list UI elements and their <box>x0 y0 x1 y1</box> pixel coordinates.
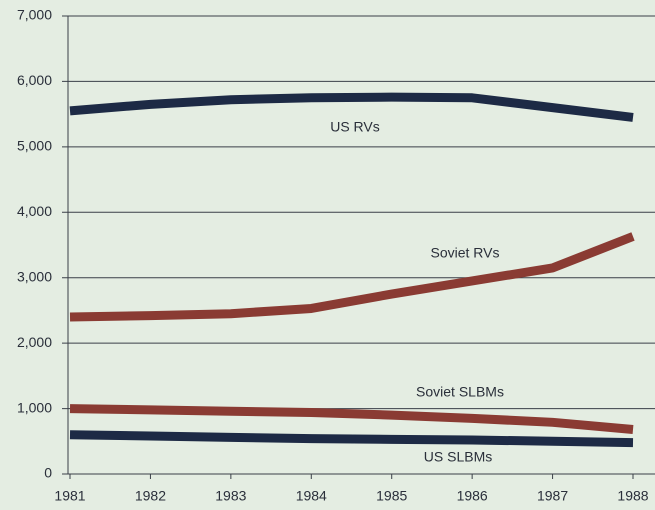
x-tick-label: 1983 <box>215 488 246 504</box>
x-tick-label: 1981 <box>54 488 85 504</box>
y-tick-label: 5,000 <box>17 138 52 154</box>
y-tick-label: 0 <box>44 465 52 481</box>
y-tick-label: 6,000 <box>17 72 52 88</box>
series-label: US RVs <box>330 119 380 135</box>
series-line <box>69 92 634 122</box>
y-tick-label: 2,000 <box>17 334 52 350</box>
y-tick-label: 1,000 <box>17 399 52 415</box>
series-label: Soviet RVs <box>431 245 500 261</box>
series-label: Soviet SLBMs <box>416 384 504 400</box>
x-tick-label: 1988 <box>617 488 648 504</box>
y-tick-label: 7,000 <box>17 7 52 23</box>
x-tick-label: 1985 <box>376 488 407 504</box>
series-line <box>69 404 634 434</box>
x-tick-label: 1984 <box>296 488 327 504</box>
x-tick-label: 1982 <box>135 488 166 504</box>
x-tick-label: 1987 <box>537 488 568 504</box>
x-tick-label: 1986 <box>457 488 488 504</box>
y-tick-label: 3,000 <box>17 268 52 284</box>
series-line <box>69 430 634 448</box>
series-line <box>69 232 635 322</box>
series-label: US SLBMs <box>424 449 492 465</box>
y-tick-label: 4,000 <box>17 203 52 219</box>
